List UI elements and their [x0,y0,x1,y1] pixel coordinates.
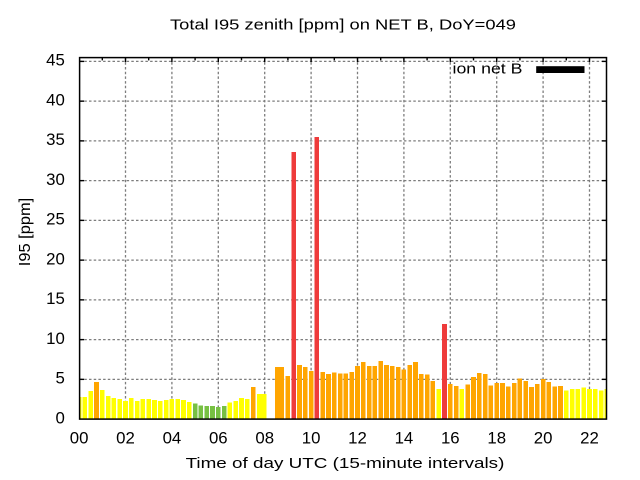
svg-text:40: 40 [46,90,65,109]
svg-text:45: 45 [46,51,65,70]
svg-text:ion net B: ion net B [453,62,523,78]
svg-text:12: 12 [348,428,367,447]
svg-text:02: 02 [116,428,135,447]
svg-text:I95 [ppm]: I95 [ppm] [17,198,34,267]
svg-text:16: 16 [441,428,460,447]
svg-text:5: 5 [55,369,64,388]
svg-text:14: 14 [395,428,414,447]
svg-text:10: 10 [46,329,65,348]
svg-text:10: 10 [302,428,321,447]
svg-text:18: 18 [487,428,506,447]
svg-text:20: 20 [46,249,65,268]
svg-text:22: 22 [580,428,599,447]
svg-text:Time of day UTC (15-minute int: Time of day UTC (15-minute intervals) [186,456,505,472]
svg-text:20: 20 [534,428,553,447]
svg-text:Total I95 zenith [ppm] on NET: Total I95 zenith [ppm] on NET B, DoY=049 [170,17,516,33]
svg-text:00: 00 [70,428,89,447]
svg-text:30: 30 [46,170,65,189]
svg-text:25: 25 [46,210,65,229]
svg-text:06: 06 [209,428,228,447]
svg-text:35: 35 [46,130,65,149]
svg-text:15: 15 [46,289,65,308]
svg-text:08: 08 [255,428,274,447]
svg-text:04: 04 [163,428,182,447]
svg-text:0: 0 [55,408,64,427]
